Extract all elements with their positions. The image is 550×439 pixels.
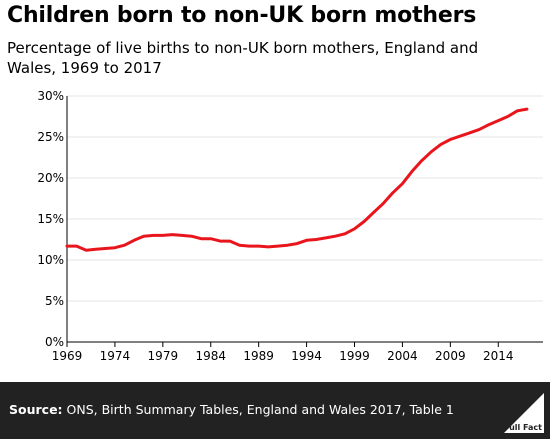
- x-tick-label: 2004: [387, 349, 418, 363]
- x-tick-label: 1994: [291, 349, 322, 363]
- y-tick-label: 5%: [45, 294, 64, 308]
- x-tick-label: 2014: [483, 349, 514, 363]
- y-tick-label: 15%: [37, 212, 64, 226]
- series-line: [65, 107, 529, 252]
- chart-subtitle: Percentage of live births to non-UK born…: [7, 39, 479, 77]
- y-tick-label: 10%: [37, 253, 64, 267]
- x-tick-label: 2009: [435, 349, 466, 363]
- source-note: Source: ONS, Birth Summary Tables, Engla…: [9, 402, 454, 417]
- x-tick-label: 1989: [243, 349, 274, 363]
- line-chart: 0% 5% 10% 15% 20% 25% 30% 1969 1974 1979 1984 1989 1…: [37, 89, 543, 363]
- x-tick-label: 1984: [195, 349, 226, 363]
- y-tick-label: 20%: [37, 171, 64, 185]
- svg-text:Full Fact: Full Fact: [504, 423, 542, 432]
- source-label: Source:: [9, 402, 63, 417]
- y-tick-label: 25%: [37, 130, 64, 144]
- x-tick-label: 1999: [339, 349, 370, 363]
- chart-title: Children born to non-UK born mothers: [7, 3, 477, 28]
- y-tick-label: 30%: [37, 89, 64, 103]
- source-text: ONS, Birth Summary Tables, England and W…: [66, 402, 454, 417]
- footer-bar: Source: ONS, Birth Summary Tables, Engla…: [0, 382, 550, 439]
- x-tick-label: 1969: [52, 349, 83, 363]
- full-fact-logo-icon: Full Fact: [504, 393, 544, 433]
- x-tick-label: 1979: [148, 349, 179, 363]
- y-tick-label: 0%: [45, 335, 64, 349]
- x-tick-label: 1974: [100, 349, 131, 363]
